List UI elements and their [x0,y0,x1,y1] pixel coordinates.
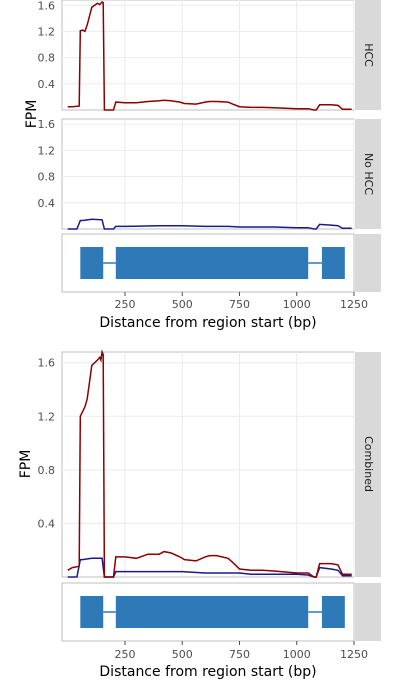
gene-model-bottom [80,596,345,628]
y-tick-label: 0.8 [38,464,56,477]
y-tick-label: 1.2 [38,144,56,157]
gene-strip-top [355,234,381,292]
x-ticks-top [124,292,355,296]
exon-block [115,247,309,279]
y-axis-title-top: FPM [24,100,40,129]
exon-block [321,596,345,628]
y-tick-label: 0.8 [38,52,56,65]
x-tick-labels-bottom: 250 500 750 1000 1250 [114,648,368,661]
exon-block [115,596,309,628]
panel-combined [61,351,355,578]
y-tick-label: 1.6 [38,118,56,131]
gene-model-top [80,247,345,279]
strip-hcc [355,0,381,110]
strip-label-combined: Combined [362,436,375,492]
y-tick-label: 0.8 [38,171,56,184]
gridlines-hcc [62,0,355,110]
x-tick-label: 750 [229,298,250,311]
y-tick-labels-hcc: 0.4 0.8 1.2 1.6 [38,0,56,91]
series-line-hcc [67,1,352,111]
y-tick-label: 0.4 [38,517,56,530]
x-tick-label: 500 [172,298,193,311]
exon-block [80,247,104,279]
x-axis-title-bottom: Distance from region start (bp) [99,664,316,680]
y-tick-label: 1.6 [38,357,56,370]
strip-label-no-hcc: No HCC [362,153,375,195]
y-axis-title-bottom: FPM [18,450,34,479]
x-tick-label: 1000 [283,298,311,311]
gridlines-combined [62,352,355,577]
y-tick-label: 0.4 [38,197,56,210]
exon-block [80,596,104,628]
x-ticks-bottom [124,641,355,645]
y-tick-labels-combined: 0.4 0.8 1.2 1.6 [38,357,56,531]
gridlines-no-hcc [62,119,355,229]
exon-block [321,247,345,279]
panel-hcc [61,0,355,111]
x-tick-label: 250 [114,298,135,311]
x-tick-label: 500 [172,648,193,661]
x-tick-label: 1000 [283,648,311,661]
x-tick-label: 1250 [340,298,368,311]
strip-no-hcc [355,119,381,229]
chart-bottom: 0.4 0.8 1.2 1.6 Combined FPM 250 500 750… [18,349,381,680]
x-axis-title-top: Distance from region start (bp) [99,315,316,331]
y-tick-label: 0.4 [38,78,56,91]
x-tick-labels-top: 250 500 750 1000 1250 [114,298,368,311]
chart-top: 0.4 0.8 1.2 1.6 HCC 0.4 0.8 1.2 1.6 No H… [24,0,381,331]
x-tick-label: 750 [229,648,250,661]
gene-strip-bottom [355,583,381,641]
x-tick-label: 1250 [340,648,368,661]
panel-no-hcc [61,118,355,230]
strip-label-hcc: HCC [362,43,375,67]
x-tick-label: 250 [114,648,135,661]
series-line-combined-hcc [67,349,352,578]
y-tick-labels-no-hcc: 0.4 0.8 1.2 1.6 [38,118,56,210]
strip-combined [355,352,381,577]
y-tick-label: 1.6 [38,0,56,12]
y-tick-label: 1.2 [38,25,56,38]
series-line-no-hcc [67,218,352,230]
y-tick-label: 1.2 [38,410,56,423]
